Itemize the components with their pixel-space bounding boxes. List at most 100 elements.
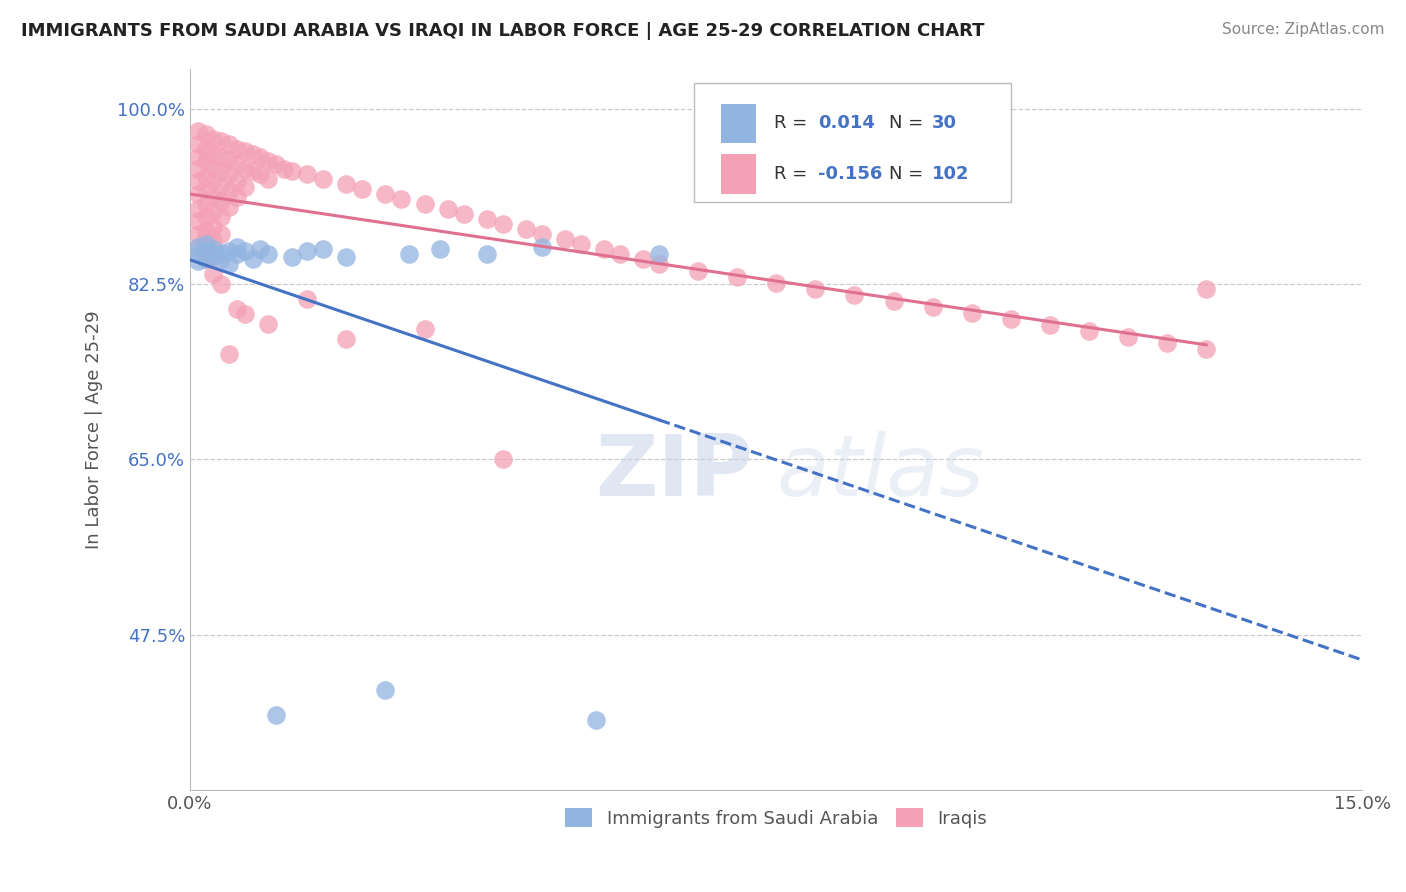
Point — [202, 267, 225, 281]
Point — [187, 186, 209, 201]
Point — [194, 142, 217, 156]
Point — [921, 300, 943, 314]
Point — [187, 240, 209, 254]
Point — [585, 713, 607, 727]
Point — [804, 282, 827, 296]
Text: IMMIGRANTS FROM SAUDI ARABIA VS IRAQI IN LABOR FORCE | AGE 25-29 CORRELATION CHA: IMMIGRANTS FROM SAUDI ARABIA VS IRAQI IN… — [21, 22, 984, 40]
Point — [297, 244, 319, 258]
Point — [609, 247, 631, 261]
Point — [233, 144, 256, 158]
Text: N =: N = — [889, 165, 929, 183]
Bar — [721, 154, 756, 194]
Point — [202, 234, 225, 248]
Point — [226, 190, 249, 204]
Point — [257, 171, 280, 186]
Point — [187, 136, 209, 151]
Point — [209, 252, 232, 266]
Point — [1156, 336, 1178, 351]
Point — [194, 153, 217, 168]
Point — [515, 222, 537, 236]
Point — [187, 227, 209, 241]
Point — [569, 236, 592, 251]
Point — [1039, 318, 1062, 332]
Point — [194, 236, 217, 251]
Point — [233, 161, 256, 176]
Point — [242, 252, 264, 266]
Point — [209, 134, 232, 148]
Point — [218, 257, 240, 271]
Point — [194, 224, 217, 238]
Y-axis label: In Labor Force | Age 25-29: In Labor Force | Age 25-29 — [86, 310, 103, 549]
Point — [530, 227, 553, 241]
Point — [1195, 342, 1218, 356]
Point — [209, 210, 232, 224]
Point — [389, 192, 412, 206]
Point — [202, 250, 225, 264]
Point — [218, 200, 240, 214]
Point — [194, 240, 217, 254]
Point — [413, 322, 436, 336]
Point — [194, 244, 217, 258]
Point — [194, 252, 217, 266]
Point — [242, 146, 264, 161]
Point — [297, 167, 319, 181]
Point — [648, 247, 671, 261]
Point — [249, 150, 271, 164]
Point — [633, 252, 655, 266]
Point — [202, 174, 225, 188]
Point — [593, 242, 616, 256]
Point — [1000, 312, 1022, 326]
Point — [194, 210, 217, 224]
Point — [202, 249, 225, 263]
Point — [209, 245, 232, 260]
Text: Source: ZipAtlas.com: Source: ZipAtlas.com — [1222, 22, 1385, 37]
Point — [226, 301, 249, 316]
Point — [413, 196, 436, 211]
Point — [202, 203, 225, 218]
Point — [492, 452, 515, 467]
Point — [765, 276, 787, 290]
Point — [202, 242, 225, 256]
Point — [688, 264, 710, 278]
Point — [475, 247, 498, 261]
Text: 0.014: 0.014 — [818, 114, 876, 132]
Point — [226, 247, 249, 261]
Text: 30: 30 — [932, 114, 957, 132]
Point — [257, 153, 280, 168]
Text: atlas: atlas — [776, 431, 984, 514]
Point — [226, 174, 249, 188]
Point — [187, 161, 209, 176]
Point — [335, 332, 357, 346]
Point — [883, 293, 905, 308]
Point — [187, 150, 209, 164]
Point — [209, 163, 232, 178]
Point — [233, 307, 256, 321]
Point — [218, 167, 240, 181]
Point — [187, 202, 209, 216]
Point — [374, 186, 396, 201]
Point — [194, 252, 217, 266]
Point — [218, 184, 240, 198]
Point — [209, 277, 232, 291]
Point — [257, 247, 280, 261]
Point — [264, 707, 287, 722]
Point — [492, 217, 515, 231]
Point — [350, 182, 373, 196]
Point — [335, 177, 357, 191]
Point — [218, 244, 240, 258]
Point — [312, 171, 335, 186]
Point — [1116, 330, 1139, 344]
Point — [202, 131, 225, 145]
Point — [226, 157, 249, 171]
Point — [209, 179, 232, 194]
Point — [335, 250, 357, 264]
Point — [187, 247, 209, 261]
Point — [187, 253, 209, 268]
Point — [297, 292, 319, 306]
Text: R =: R = — [773, 114, 813, 132]
Point — [202, 160, 225, 174]
Point — [187, 240, 209, 254]
Point — [1077, 324, 1099, 338]
Point — [475, 211, 498, 226]
Point — [242, 163, 264, 178]
